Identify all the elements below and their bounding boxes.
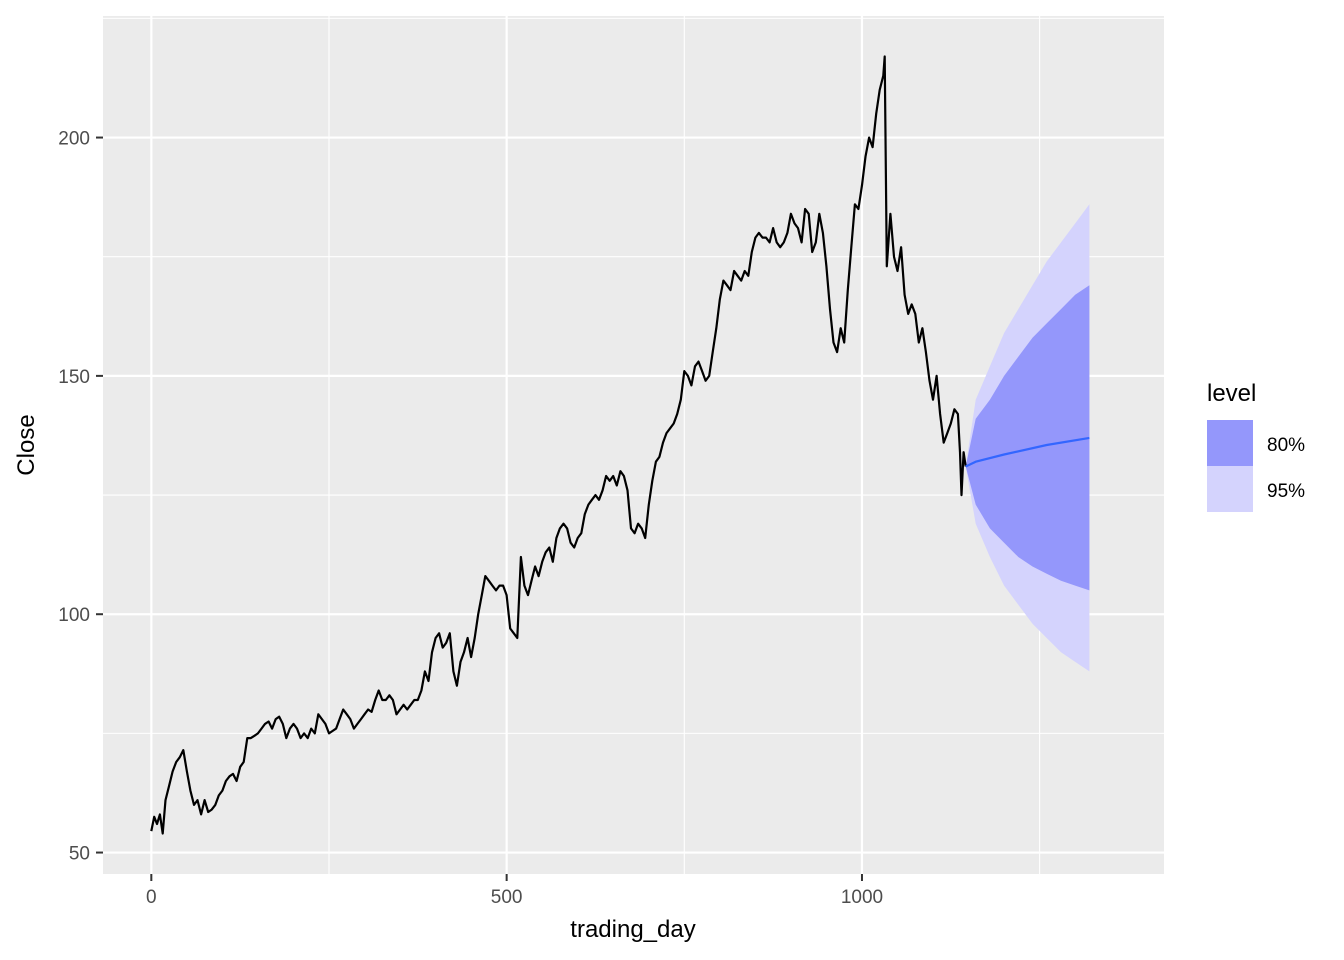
x-tick-label: 500 [491, 887, 523, 908]
legend-label-80: 80% [1267, 435, 1305, 456]
x-axis-title: trading_day [570, 916, 695, 943]
legend-key-80 [1207, 420, 1253, 466]
x-tick-label: 0 [146, 887, 157, 908]
ribbon-80 [965, 285, 1090, 591]
forecast-line [965, 436, 1090, 468]
y-tick-label: 100 [58, 605, 90, 626]
y-tick-label: 150 [58, 367, 90, 388]
series-lines [150, 55, 1090, 835]
prediction-intervals [965, 204, 1090, 672]
legend-key-95 [1207, 466, 1253, 512]
legend: level 80% 95% [1207, 380, 1305, 512]
y-tick-label: 50 [69, 844, 90, 865]
x-tick-label: 1000 [841, 887, 883, 908]
legend-label-95: 95% [1267, 481, 1305, 502]
y-tick-label: 200 [58, 129, 90, 150]
legend-title: level [1207, 380, 1256, 407]
axes: 50 100 150 200 0 500 1000 [58, 129, 883, 908]
close-price-line [150, 55, 967, 835]
y-axis-title: Close [13, 414, 40, 475]
major-gridlines [103, 16, 1164, 874]
